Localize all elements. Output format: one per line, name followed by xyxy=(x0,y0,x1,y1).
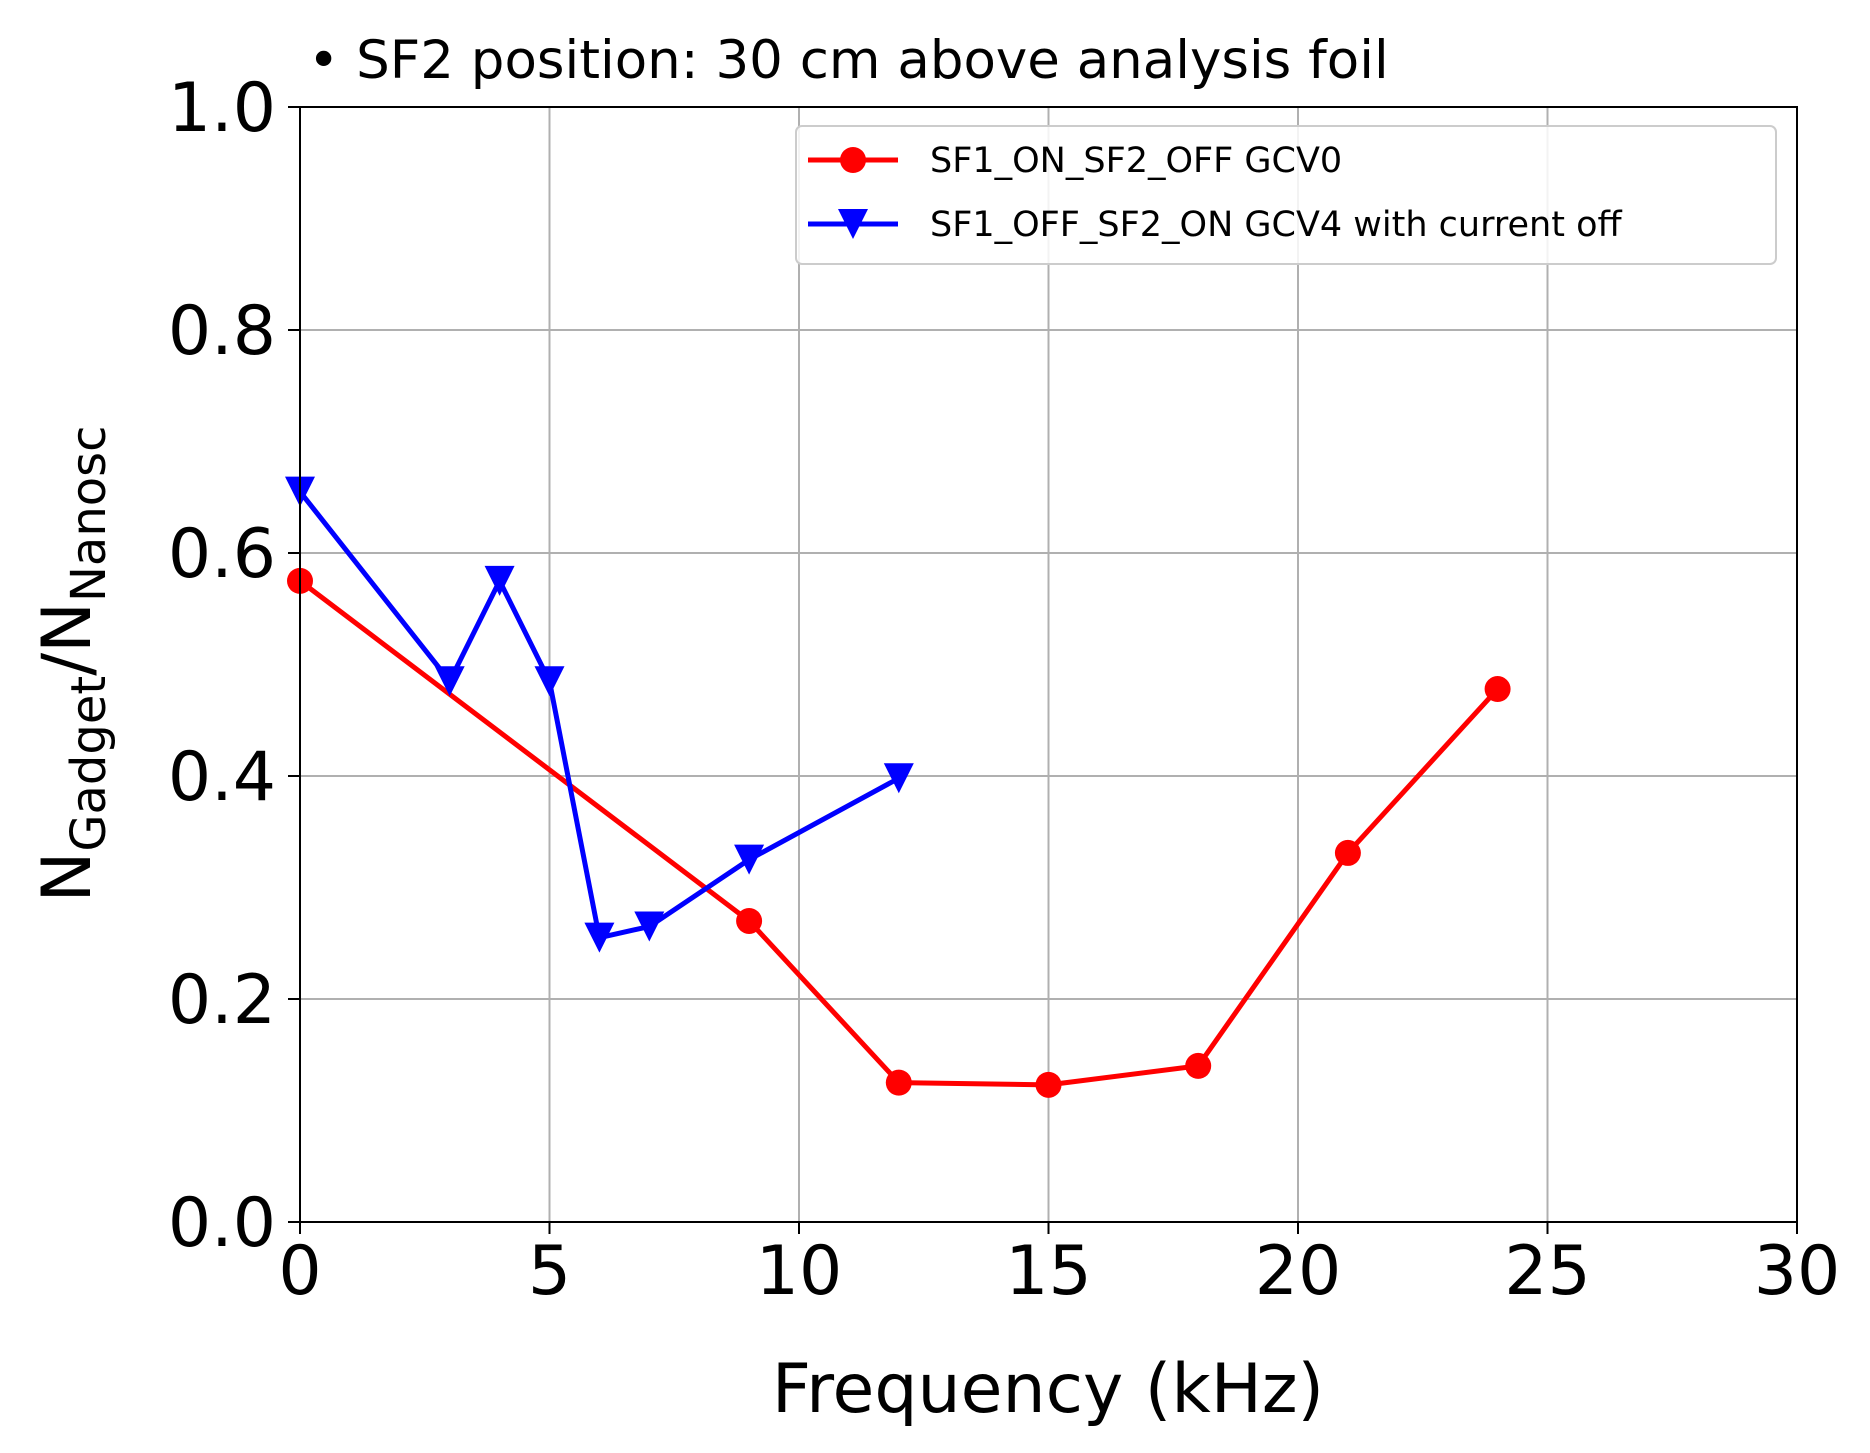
series-1-point xyxy=(1185,1052,1212,1079)
chart-title: • SF2 position: 30 cm above analysis foi… xyxy=(308,30,1389,91)
x-axis-label: Frequency (kHz) xyxy=(772,1350,1324,1429)
series-2-point xyxy=(883,763,914,794)
x-tick-label: 20 xyxy=(1255,1232,1342,1311)
series-2-point xyxy=(534,666,565,697)
series-1-point xyxy=(1035,1071,1062,1098)
x-tick-label: 25 xyxy=(1504,1232,1591,1311)
series-1-point xyxy=(736,907,763,934)
y-label-sep: / xyxy=(28,653,107,676)
series-1-point xyxy=(1484,676,1511,703)
y-label-n2: N xyxy=(28,602,107,653)
legend: SF1_ON_SF2_OFF GCV0 SF1_OFF_SF2_ON GCV4 … xyxy=(795,125,1777,265)
y-tick-label: 0.4 xyxy=(168,738,276,817)
series-2-point xyxy=(584,922,615,953)
series-1-point xyxy=(1334,839,1361,866)
y-tick-label: 0.2 xyxy=(168,961,276,1040)
series-2-point xyxy=(484,565,515,596)
series-2-point xyxy=(734,844,765,875)
legend-label-series-2: SF1_OFF_SF2_ON GCV4 with current off xyxy=(930,205,1622,245)
x-tick-label: 30 xyxy=(1754,1232,1841,1311)
series-2-point xyxy=(634,911,665,942)
x-tick-label: 15 xyxy=(1005,1232,1092,1311)
series-2-line xyxy=(298,490,900,941)
series-1-line xyxy=(298,578,1500,1088)
y-axis-label: NGadget/NNanosc xyxy=(28,425,117,902)
series-layer xyxy=(285,476,1511,1098)
series-2 xyxy=(285,476,914,953)
y-tick-label: 1.0 xyxy=(168,69,276,148)
legend-swatch-red xyxy=(808,147,898,173)
y-tick-label: 0.8 xyxy=(168,292,276,371)
y-label-n1: N xyxy=(28,852,107,903)
series-2-point xyxy=(434,666,465,697)
series-1 xyxy=(287,567,1511,1098)
legend-label-series-1: SF1_ON_SF2_OFF GCV0 xyxy=(930,141,1342,181)
series-1-point xyxy=(885,1069,912,1096)
legend-swatch-blue xyxy=(808,209,898,239)
legend-marker xyxy=(838,209,868,239)
grid xyxy=(299,106,1798,1223)
y-tick-label: 0.6 xyxy=(168,515,276,594)
legend-frame xyxy=(795,125,1777,265)
ticks: 0 5 10 15 20 25 30 0.0 0.2 0.4 0.6 0.8 1.0 xyxy=(168,69,1840,1311)
x-tick-label: 5 xyxy=(528,1232,571,1311)
x-tick-label: 10 xyxy=(756,1232,843,1311)
y-tick-label: 0.0 xyxy=(168,1184,276,1263)
x-tick-label: 0 xyxy=(278,1232,321,1311)
y-label-sub1: Gadget xyxy=(61,676,117,852)
y-label-sub2: Nanosc xyxy=(61,425,117,602)
legend-marker xyxy=(840,147,866,173)
